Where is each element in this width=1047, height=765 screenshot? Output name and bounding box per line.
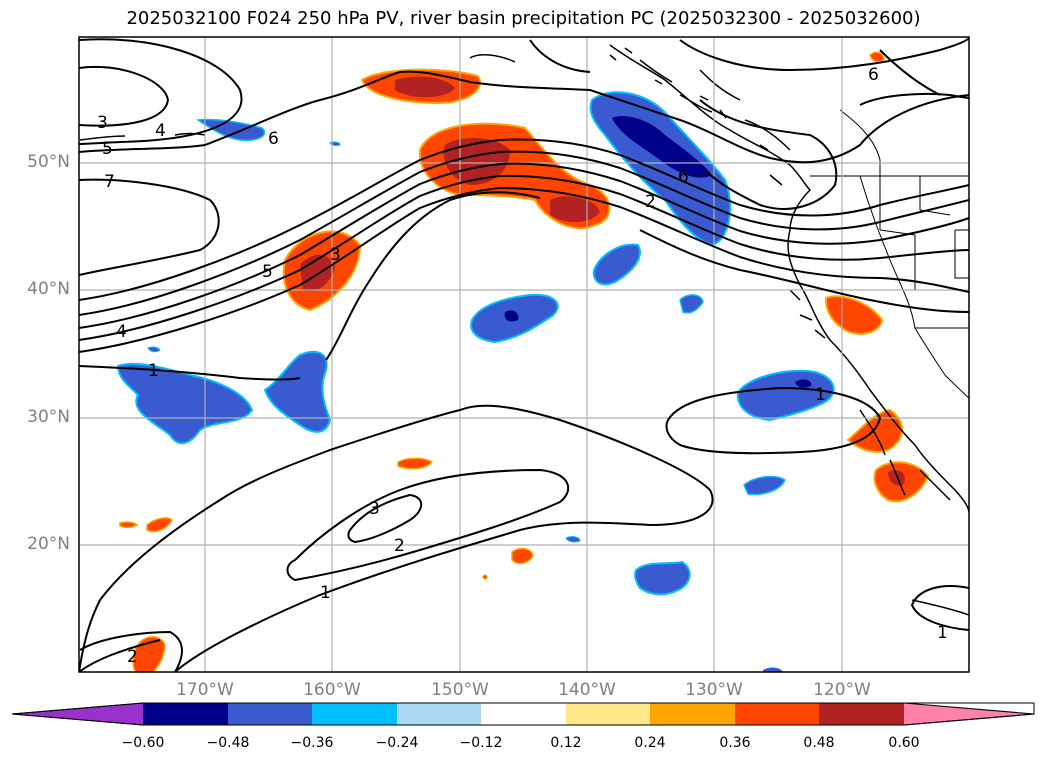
contour-label: 1 [815,385,826,405]
colorbar-swatch [650,703,735,725]
contour-label: 1 [937,623,948,643]
contour-label: 5 [102,139,113,159]
colorbar-tick: 0.48 [803,735,835,751]
contour-label: 2 [127,647,138,667]
lon-label-170w: 170°W [176,680,234,700]
contour-label: 4 [116,322,127,342]
colorbar-swatch [143,703,228,725]
colorbar-tick: 0.24 [634,735,666,751]
colorbar-swatch [397,703,481,725]
contour-label: 3 [369,499,380,519]
contour-label: 1 [320,583,331,603]
contour-label: 4 [155,121,166,141]
colorbar-extend-high [904,703,1034,725]
lon-label-150w: 150°W [431,680,489,700]
colorbar-swatch [735,703,819,725]
lon-label-130w: 130°W [685,680,743,700]
colorbar-swatch [228,703,312,725]
lat-label-50n: 50°N [27,152,70,172]
contour-label: 6 [868,65,879,85]
contour-label: 2 [645,192,656,212]
colorbar-swatch [312,703,397,725]
lat-label-40n: 40°N [27,279,70,299]
colorbar-swatch [819,703,904,725]
contour-label: 7 [104,172,115,192]
colorbar-tick: −0.24 [375,735,419,751]
map-title: 2025032100 F024 250 hPa PV, river basin … [126,8,921,29]
contour-label: 6 [678,167,689,187]
contour-labels: 3 4 5 6 7 6 5 3 4 1 2 6 1 3 2 1 2 1 [97,65,948,667]
lon-label-140w: 140°W [558,680,616,700]
lat-label-20n: 20°N [27,534,70,554]
colorbar-swatch [566,703,650,725]
negative-anomaly-shading [116,91,835,672]
colorbar-tick: −0.60 [121,735,165,751]
colorbar-tick: −0.48 [206,735,250,751]
contour-label: 3 [330,245,341,265]
colorbar-tick: 0.60 [888,735,920,751]
contour-label: 2 [394,536,405,556]
contour-label: 3 [97,113,108,133]
lat-label-30n: 30°N [27,407,70,427]
colorbar-tick: −0.12 [459,735,503,751]
graticule [79,37,969,672]
colorbar-tick: 0.12 [550,735,582,751]
lon-label-120w: 120°W [813,680,871,700]
colorbar-extend-low [12,703,143,725]
contour-label: 1 [148,361,159,381]
colorbar-tick: 0.36 [719,735,751,751]
contour-label: 6 [268,129,279,149]
lon-label-160w: 160°W [303,680,361,700]
colorbar-swatch [481,703,566,725]
map-frame [78,36,970,673]
colorbar-tick: −0.36 [290,735,334,751]
pv-contours [79,37,969,672]
contour-label: 5 [262,262,273,282]
